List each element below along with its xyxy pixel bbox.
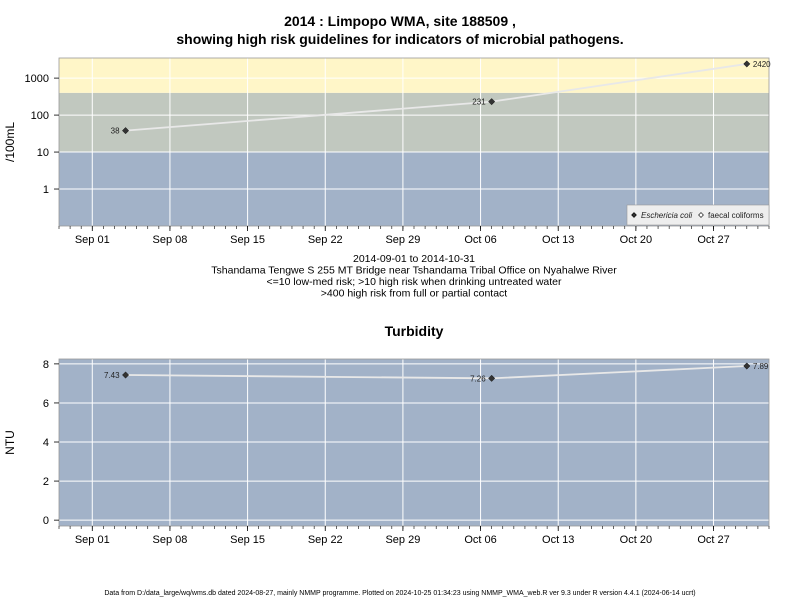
caption-line-2: Tshandama Tengwe S 255 MT Bridge near Ts… [211,265,617,277]
panel2-data-point [122,371,130,379]
panel2-y-tick-label: 6 [43,398,49,410]
panel2-x-tick-label: Oct 06 [464,534,496,546]
panel1-x-tick-label: Sep 15 [230,234,265,246]
panel1-x-tick-label: Oct 27 [697,234,729,246]
panel2-x-tick-label: Sep 29 [385,534,420,546]
panel1-y-tick-label: 1 [43,184,49,196]
panel2-y-tick-label: 8 [43,359,49,371]
panel2-y-axis-title: NTU [3,430,17,455]
panel2-x-tick-label: Sep 08 [153,534,188,546]
panel1-high-risk-drinking-band [59,92,769,153]
panel1-data-point [488,98,496,106]
panel1-y-tick-label: 10 [37,147,49,159]
panel2-data-label: 7.26 [470,374,486,383]
panel1-data-label: 38 [111,127,120,136]
panel2-x-tick-label: Sep 22 [308,534,343,546]
panel2-y-tick-label: 0 [43,515,49,527]
footer-note: Data from D:/data_large/wq/wms.db dated … [104,590,695,597]
panel1-x-tick-label: Sep 22 [308,234,343,246]
chart-title: 2014 : Limpopo WMA, site 188509 , [284,13,516,29]
caption-line-4: >400 high risk from full or partial cont… [321,288,508,300]
legend-box [626,204,770,226]
panel1-x-tick-label: Oct 13 [542,234,574,246]
chart-subtitle: showing high risk guidelines for indicat… [176,31,623,47]
panel2-x-tick-label: Oct 27 [697,534,729,546]
caption-line-1: 2014-09-01 to 2014-10-31 [353,253,475,265]
panel2-data-label: 7.89 [753,362,769,371]
panel2-data-point [488,374,496,382]
panel1-data-label: 2420 [753,60,771,69]
panel1-data-label: 231 [472,98,486,107]
panel2-y-tick-label: 4 [43,437,49,449]
legend-entry-label: Eschericia coli [641,211,692,220]
panel2-data-point [743,362,751,370]
panel2-x-tick-label: Sep 01 [75,534,110,546]
panel1-x-tick-label: Oct 06 [464,234,496,246]
panel1-data-point [743,60,751,68]
panel1-x-tick-label: Oct 20 [620,234,652,246]
legend-filled-diamond-icon [631,212,637,218]
panel1-y-tick-label: 100 [31,110,49,122]
legend-open-diamond-icon [698,212,704,218]
panel1-high-risk-contact-band [59,58,769,93]
legend-entry-label: faecal coliforms [708,211,764,220]
panel2-x-tick-label: Oct 13 [542,534,574,546]
panel1-x-tick-label: Sep 08 [153,234,188,246]
panel1-x-tick-label: Sep 01 [75,234,110,246]
panel1-y-axis-title: /100mL [3,122,17,162]
panel2-x-tick-label: Sep 15 [230,534,265,546]
caption-line-3: <=10 low-med risk; >10 high risk when dr… [266,276,562,288]
panel1-data-point [122,127,130,135]
panel2-x-tick-label: Oct 20 [620,534,652,546]
turbidity-title: Turbidity [385,323,444,339]
panel1-y-tick-label: 1000 [25,73,49,85]
panel2-data-label: 7.43 [104,371,120,380]
panel1-x-tick-label: Sep 29 [385,234,420,246]
panel2-y-tick-label: 2 [43,476,49,488]
